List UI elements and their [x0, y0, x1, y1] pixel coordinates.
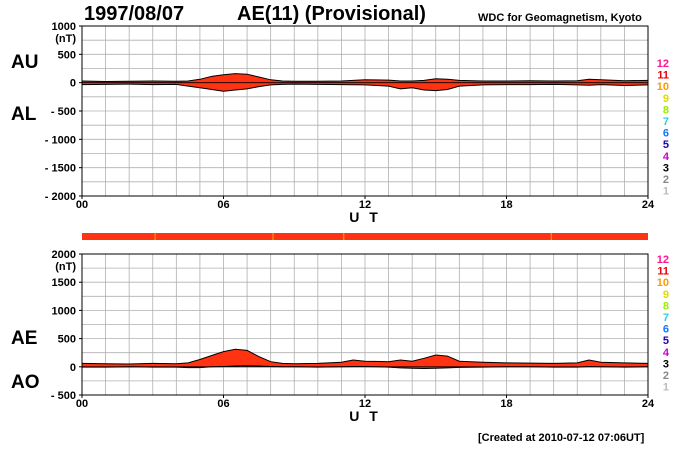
legend-station-count: 4 [663, 151, 670, 163]
series-line-al [81, 83, 649, 92]
legend-station-count: 11 [657, 70, 669, 82]
x-tick-label: 12 [359, 398, 371, 410]
x-axis-label: U T [349, 408, 381, 424]
legend-station-count: 8 [663, 104, 669, 116]
legend-station-count: 10 [657, 81, 669, 93]
y-unit-label: (nT) [55, 261, 76, 273]
y-tick-label: 1000 [52, 21, 76, 33]
ae-ao-panel: 2000 1500 1000 500 0 - 500 (nT) 00 06 12 18 24 U T [51, 249, 655, 424]
y-tick-label: 2000 [52, 249, 76, 261]
legend-station-count: 4 [663, 347, 670, 359]
legend-station-count: 2 [663, 174, 669, 186]
legend-station-count: 9 [663, 289, 669, 301]
chart-date-title: 1997/08/07 [84, 3, 185, 25]
legend-station-count: 7 [663, 312, 669, 324]
au-al-panel: 1000 500 0 - 500 - 1000 - 1500 - 2000 (nT) 00 06 1… [45, 21, 655, 225]
legend-station-count: 11 [657, 266, 669, 278]
y-tick-label: 0 [70, 78, 76, 90]
x-tick-label: 24 [642, 398, 655, 410]
y-tick-label: 1000 [52, 305, 76, 317]
y-tick-label: - 1500 [45, 163, 76, 175]
legend-station-count: 8 [663, 300, 669, 312]
al-side-label: AL [11, 104, 37, 125]
data-source-label: WDC for Geomagnetism, Kyoto [478, 12, 642, 24]
legend-station-count: 10 [657, 277, 669, 289]
x-tick-label: 06 [217, 199, 229, 211]
station-availability-bar [82, 233, 648, 240]
y-tick-label: 500 [58, 334, 76, 346]
x-tick-label: 06 [217, 398, 229, 410]
envelope-fill-area [82, 349, 648, 369]
legend-station-count: 1 [663, 382, 669, 394]
series-line-au [81, 73, 649, 83]
y-tick-label: 0 [70, 362, 76, 374]
legend-station-count: 3 [663, 358, 669, 370]
index-title: AE(11) (Provisional) [237, 3, 426, 25]
x-tick-label: 12 [359, 199, 371, 211]
y-tick-label: - 500 [51, 106, 76, 118]
x-tick-label: 18 [500, 199, 512, 211]
y-tick-label: 500 [58, 49, 76, 61]
legend-station-count: 12 [657, 254, 669, 266]
au-side-label: AU [11, 52, 39, 73]
x-tick-label: 24 [642, 199, 655, 211]
x-tick-label: 00 [76, 398, 88, 410]
legend-station-count: 5 [663, 139, 669, 151]
ao-side-label: AO [11, 372, 40, 393]
legend-station-count: 1 [663, 186, 669, 198]
y-tick-label: - 2000 [45, 191, 76, 203]
y-tick-label: - 1000 [45, 134, 76, 146]
legend-station-count: 12 [657, 58, 669, 70]
ae-side-label: AE [11, 328, 38, 349]
y-unit-label: (nT) [55, 33, 76, 45]
legend-station-count: 6 [663, 324, 669, 336]
x-tick-label: 18 [500, 398, 512, 410]
x-tick-label: 00 [76, 199, 88, 211]
legend-station-count: 5 [663, 335, 669, 347]
legend-station-count: 6 [663, 128, 669, 140]
x-axis-label: U T [349, 209, 381, 225]
legend-station-count: 9 [663, 93, 669, 105]
legend-station-count: 7 [663, 116, 669, 128]
created-timestamp: [Created at 2010-07-12 07:06UT] [478, 432, 645, 444]
legend-station-count: 3 [663, 162, 669, 174]
y-tick-label: - 500 [51, 390, 76, 402]
series-line-ae [81, 348, 649, 365]
legend-station-count: 2 [663, 370, 669, 382]
y-tick-label: 1500 [52, 277, 76, 289]
station-bar-fill [82, 233, 648, 240]
